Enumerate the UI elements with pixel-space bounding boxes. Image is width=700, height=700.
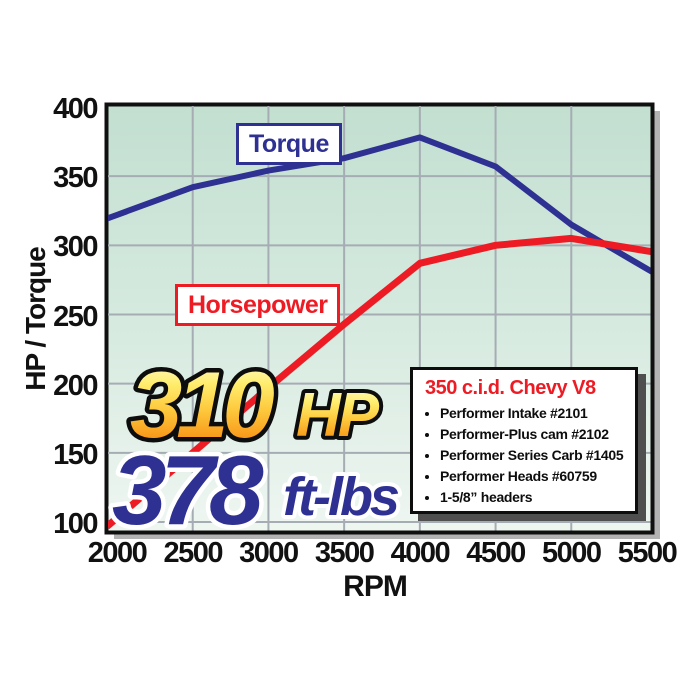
x-tick-label: 5500: [617, 537, 678, 569]
x-tick-label: 5000: [542, 537, 602, 569]
y-tick-label: 300: [53, 231, 98, 264]
spec-item: Performer Heads #60759: [440, 466, 629, 487]
y-tick-label: 350: [53, 162, 98, 195]
y-axis-ticks: 100 150 200 250 300 350 400: [33, 0, 98, 700]
x-tick-label: 3500: [314, 537, 375, 569]
y-tick-label: 250: [53, 300, 98, 333]
engine-specs-box: 350 c.i.d. Chevy V8 Performer Intake #21…: [410, 367, 638, 514]
peak-hp-unit: HP: [296, 381, 380, 450]
y-tick-label: 100: [53, 508, 98, 540]
spec-item: Performer Series Carb #1405: [440, 445, 629, 466]
horsepower-curve: [108, 234, 651, 530]
spec-item: Performer Intake #2101: [440, 403, 629, 424]
x-tick-label: 3000: [239, 537, 299, 569]
curves: [108, 134, 651, 530]
horsepower-series-label-text: Horsepower: [188, 291, 328, 319]
peak-torque-value: 378: [112, 435, 264, 545]
torque-series-label-text: Torque: [249, 130, 329, 158]
y-axis-title: HP / Torque: [20, 247, 51, 391]
peak-hp-value: 310: [130, 352, 275, 457]
x-tick-label: 2000: [87, 537, 148, 569]
engine-specs-title: 350 c.i.d. Chevy V8: [425, 377, 596, 399]
torque-series-label: Torque: [236, 123, 342, 165]
x-tick-label: 2500: [163, 537, 223, 569]
horsepower-series-label: Horsepower: [175, 284, 341, 326]
y-tick-label: 150: [53, 438, 98, 471]
spec-item: 1-5/8” headers: [440, 487, 629, 508]
y-tick-label: 400: [53, 93, 98, 125]
peak-callouts: 310 HP 378 ft-lbs: [108, 348, 406, 550]
spec-item: Performer-Plus cam #2102: [440, 424, 629, 445]
x-axis-ticks: 2000 2500 3000 3500 4000 4500 5000 5500: [0, 539, 700, 571]
y-tick-label: 200: [53, 369, 98, 402]
x-tick-label: 4000: [390, 537, 451, 569]
peak-torque-unit: ft-lbs: [283, 467, 399, 527]
x-axis-title: RPM: [343, 570, 408, 603]
x-tick-label: 4500: [466, 537, 526, 569]
engine-specs-list: Performer Intake #2101Performer-Plus cam…: [423, 403, 629, 508]
